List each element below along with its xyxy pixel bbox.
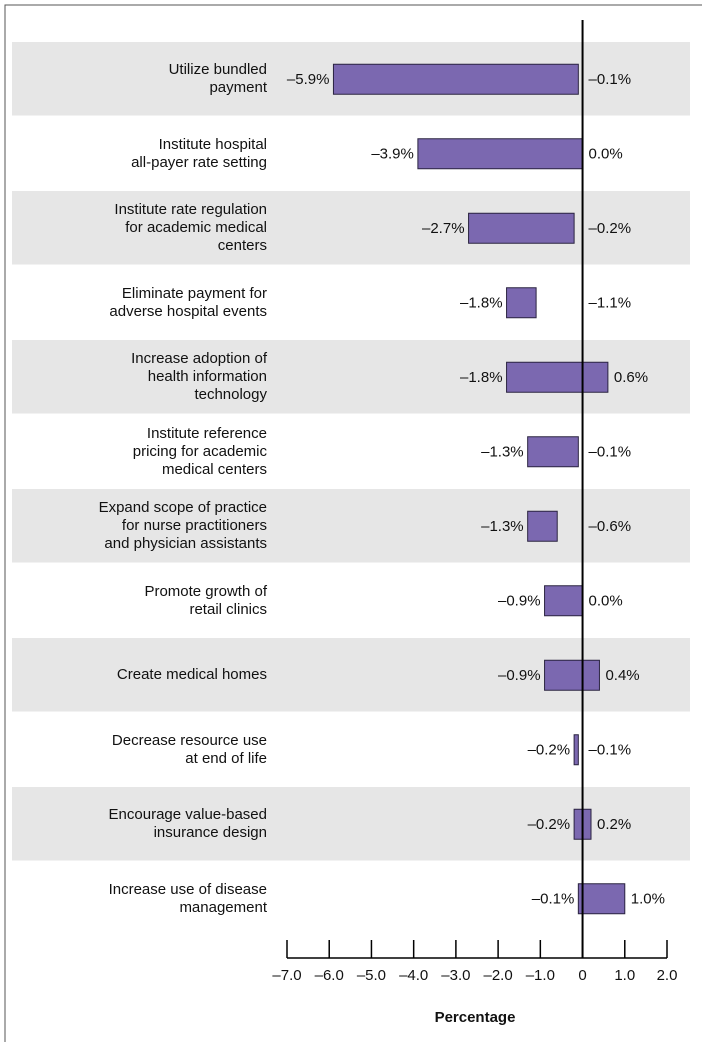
- high-label: 0.0%: [589, 146, 623, 163]
- bar: [506, 361, 609, 393]
- category-label: Increase use of disease management: [108, 880, 267, 916]
- bar: [417, 138, 584, 170]
- row-band: [12, 489, 690, 563]
- x-tick-label: –5.0: [357, 967, 386, 984]
- x-tick-label: 2.0: [657, 967, 678, 984]
- bar: [332, 63, 579, 95]
- category-label: Institute hospital all-payer rate settin…: [131, 135, 267, 171]
- bar: [468, 212, 575, 244]
- category-label: Institute rate regulation for academic m…: [114, 201, 267, 255]
- low-label: –1.3%: [481, 518, 524, 535]
- high-label: 0.2%: [597, 816, 631, 833]
- high-label: –0.6%: [589, 518, 632, 535]
- high-label: 1.0%: [631, 891, 665, 908]
- bar: [527, 510, 558, 542]
- x-tick-label: –1.0: [526, 967, 555, 984]
- low-label: –5.9%: [287, 71, 330, 88]
- low-label: –0.9%: [498, 667, 541, 684]
- category-label: Increase adoption of health information …: [131, 350, 267, 404]
- x-tick-label: –4.0: [399, 967, 428, 984]
- x-tick-label: –6.0: [315, 967, 344, 984]
- low-label: –2.7%: [422, 220, 465, 237]
- category-label: Encourage value-based insurance design: [108, 806, 267, 842]
- high-label: –0.2%: [589, 220, 632, 237]
- x-tick-label: –7.0: [272, 967, 301, 984]
- bar: [544, 585, 584, 617]
- category-label: Create medical homes: [116, 666, 267, 684]
- frame: [4, 4, 702, 1042]
- x-tick-label: –3.0: [441, 967, 470, 984]
- high-label: –0.1%: [589, 444, 632, 461]
- low-label: –3.9%: [371, 146, 414, 163]
- low-label: –0.2%: [528, 816, 571, 833]
- high-label: 0.6%: [614, 369, 648, 386]
- x-tick-label: –2.0: [484, 967, 513, 984]
- high-label: –0.1%: [589, 742, 632, 759]
- high-label: 0.4%: [605, 667, 639, 684]
- bar: [527, 436, 579, 468]
- category-label: Utilize bundled payment: [168, 61, 267, 97]
- high-label: –1.1%: [589, 295, 632, 312]
- x-axis-label: Percentage: [435, 1009, 516, 1026]
- x-tick-label: 1.0: [614, 967, 635, 984]
- bar: [506, 287, 537, 319]
- category-label: Promote growth of retail clinics: [144, 582, 267, 618]
- low-label: –1.3%: [481, 444, 524, 461]
- low-label: –0.2%: [528, 742, 571, 759]
- high-label: 0.0%: [589, 593, 623, 610]
- category-label: Eliminate payment for adverse hospital e…: [109, 284, 267, 320]
- x-tick-label: 0: [578, 967, 586, 984]
- bar: [577, 883, 626, 915]
- low-label: –1.8%: [460, 369, 503, 386]
- category-label: Institute reference pricing for academic…: [132, 424, 267, 478]
- low-label: –0.9%: [498, 593, 541, 610]
- category-label: Expand scope of practice for nurse pract…: [98, 499, 267, 553]
- high-label: –0.1%: [589, 71, 632, 88]
- low-label: –0.1%: [532, 891, 575, 908]
- bar: [544, 659, 600, 691]
- category-label: Decrease resource use at end of life: [111, 731, 267, 767]
- row-band: [12, 191, 690, 265]
- bar: [573, 734, 579, 766]
- low-label: –1.8%: [460, 295, 503, 312]
